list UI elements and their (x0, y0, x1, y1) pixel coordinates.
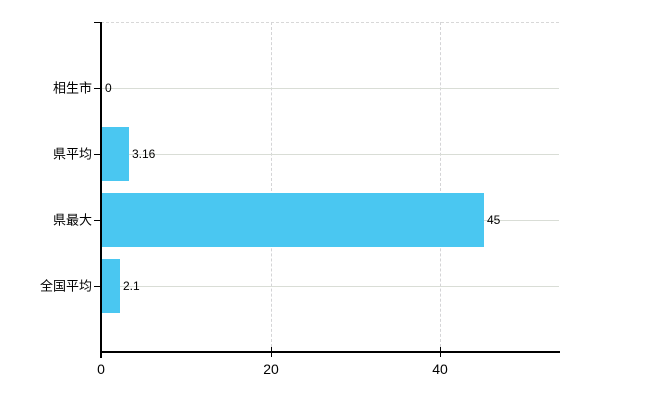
category-label: 全国平均 (39, 278, 92, 294)
x-axis-tick-label: 20 (263, 361, 279, 377)
plot-top-border (101, 22, 559, 23)
bar (102, 193, 484, 247)
y-axis-tick (94, 154, 101, 155)
value-label: 0 (105, 81, 112, 95)
x-axis-line (100, 351, 560, 353)
category-label: 県平均 (52, 146, 92, 162)
x-axis-tick (271, 347, 272, 357)
y-axis-top-tick (94, 22, 101, 23)
x-axis-tick (440, 347, 441, 357)
x-axis-tick-label: 40 (432, 361, 448, 377)
category-label: 相生市 (52, 80, 92, 96)
category-label: 県最大 (52, 212, 92, 228)
y-axis-tick (94, 88, 101, 89)
horizontal-gridline (101, 88, 559, 89)
vertical-gridline (271, 22, 272, 352)
horizontal-gridline (101, 286, 559, 287)
y-axis-tick (94, 286, 101, 287)
bar (102, 259, 120, 313)
y-axis-line (100, 22, 102, 358)
bar (102, 127, 129, 181)
value-label: 2.1 (123, 279, 140, 293)
horizontal-gridline (101, 154, 559, 155)
value-label: 45 (487, 213, 501, 227)
x-axis-tick-label: 0 (97, 361, 105, 377)
value-label: 3.16 (132, 147, 156, 161)
vertical-gridline (440, 22, 441, 352)
y-axis-tick (94, 220, 101, 221)
